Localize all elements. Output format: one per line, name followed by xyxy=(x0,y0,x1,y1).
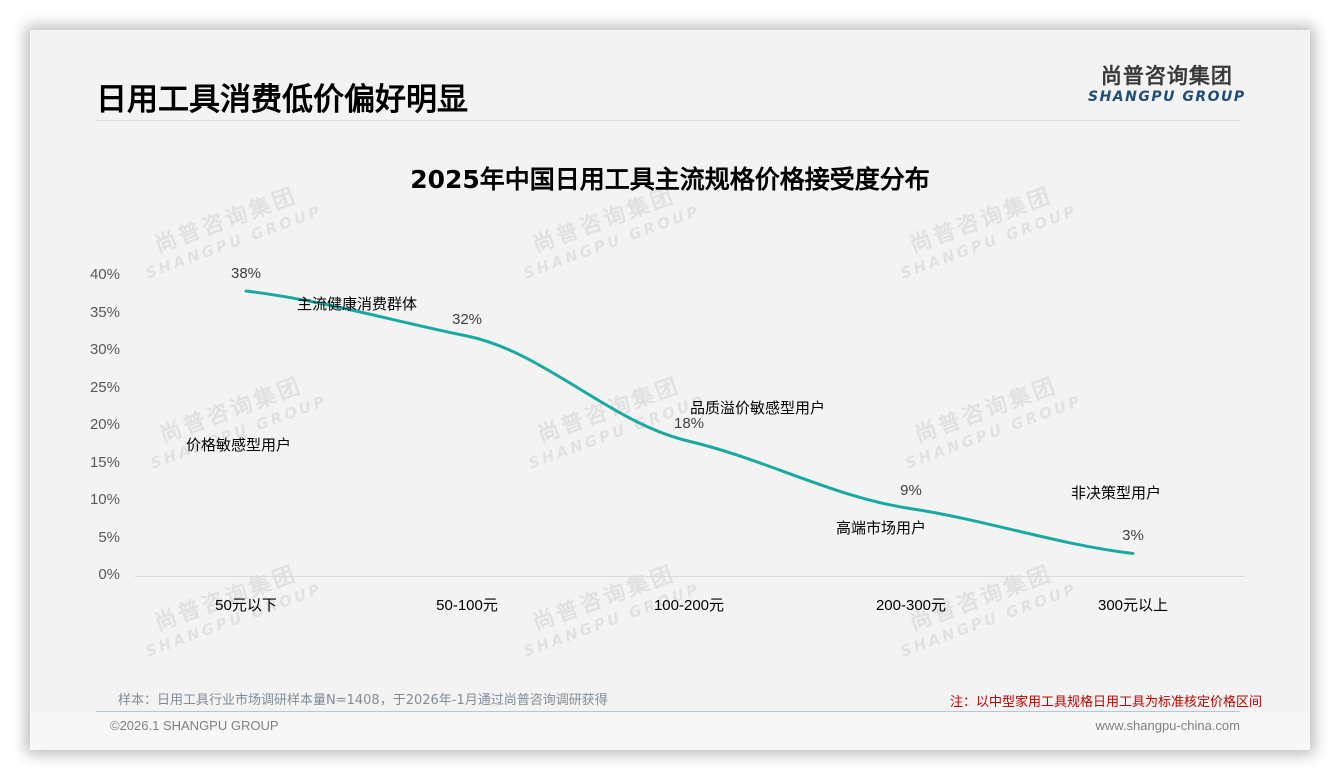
logo-chinese-text: 尚普咨询集团 xyxy=(1100,64,1233,88)
y-tick-label: 0% xyxy=(98,566,120,583)
price-range-note: 注：以中型家用工具规格日用工具为标准核定价格区间 xyxy=(949,695,1262,710)
line-series xyxy=(244,289,1135,555)
annotation-high-end: 高端市场用户 xyxy=(836,519,927,537)
data-label: 9% xyxy=(900,482,922,499)
logo-english-text: SHANGPU GROUP xyxy=(1088,89,1246,105)
footer-divider xyxy=(96,711,1240,712)
y-tick-label: 25% xyxy=(89,379,120,396)
title-divider xyxy=(96,120,1240,121)
page-title: 日用工具消费低价偏好明显 xyxy=(96,82,468,118)
y-tick-label: 10% xyxy=(89,491,120,508)
x-axis-line xyxy=(135,576,1245,577)
annotation-non-decision: 非决策型用户 xyxy=(1071,484,1162,502)
data-label: 32% xyxy=(451,311,483,328)
footer-band xyxy=(30,712,1310,750)
x-tick-label: 200-300元 xyxy=(875,597,947,614)
y-tick-label: 35% xyxy=(89,304,120,321)
data-label: 38% xyxy=(230,265,262,282)
x-tick-label: 300元以上 xyxy=(1097,597,1169,614)
y-tick-label: 5% xyxy=(98,529,120,546)
slide: 日用工具消费低价偏好明显 尚普咨询集团 SHANGPU GROUP 尚普咨询集团… xyxy=(30,30,1310,750)
copyright-text: ©2026.1 SHANGPU GROUP xyxy=(110,718,279,733)
chart-title: 2025年中国日用工具主流规格价格接受度分布 xyxy=(410,165,930,194)
y-tick-label: 30% xyxy=(89,341,120,358)
y-tick-label: 20% xyxy=(89,416,120,433)
y-tick-label: 15% xyxy=(89,454,120,471)
annotation-price-sensitive: 价格敏感型用户 xyxy=(186,436,292,454)
y-tick-label: 40% xyxy=(89,266,120,283)
data-label: 3% xyxy=(1122,527,1144,544)
annotation-quality-premium: 品质溢价敏感型用户 xyxy=(690,399,826,417)
company-logo: 尚普咨询集团 SHANGPU GROUP xyxy=(1088,64,1246,106)
website-link[interactable]: www.shangpu-china.com xyxy=(1095,718,1240,733)
annotation-mainstream: 主流健康消费群体 xyxy=(297,295,418,313)
sample-footnote: 样本：日用工具行业市场调研样本量N=1408，于2026年-1月通过尚普咨询调研… xyxy=(118,693,608,708)
x-tick-label: 50元以下 xyxy=(215,597,277,614)
x-tick-label: 50-100元 xyxy=(436,597,498,614)
data-label: 18% xyxy=(673,415,705,432)
x-tick-label: 100-200元 xyxy=(653,597,725,614)
